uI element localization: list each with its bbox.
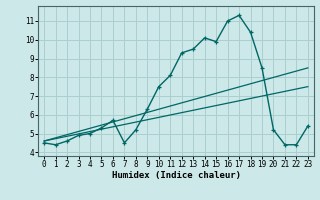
X-axis label: Humidex (Indice chaleur): Humidex (Indice chaleur)	[111, 171, 241, 180]
